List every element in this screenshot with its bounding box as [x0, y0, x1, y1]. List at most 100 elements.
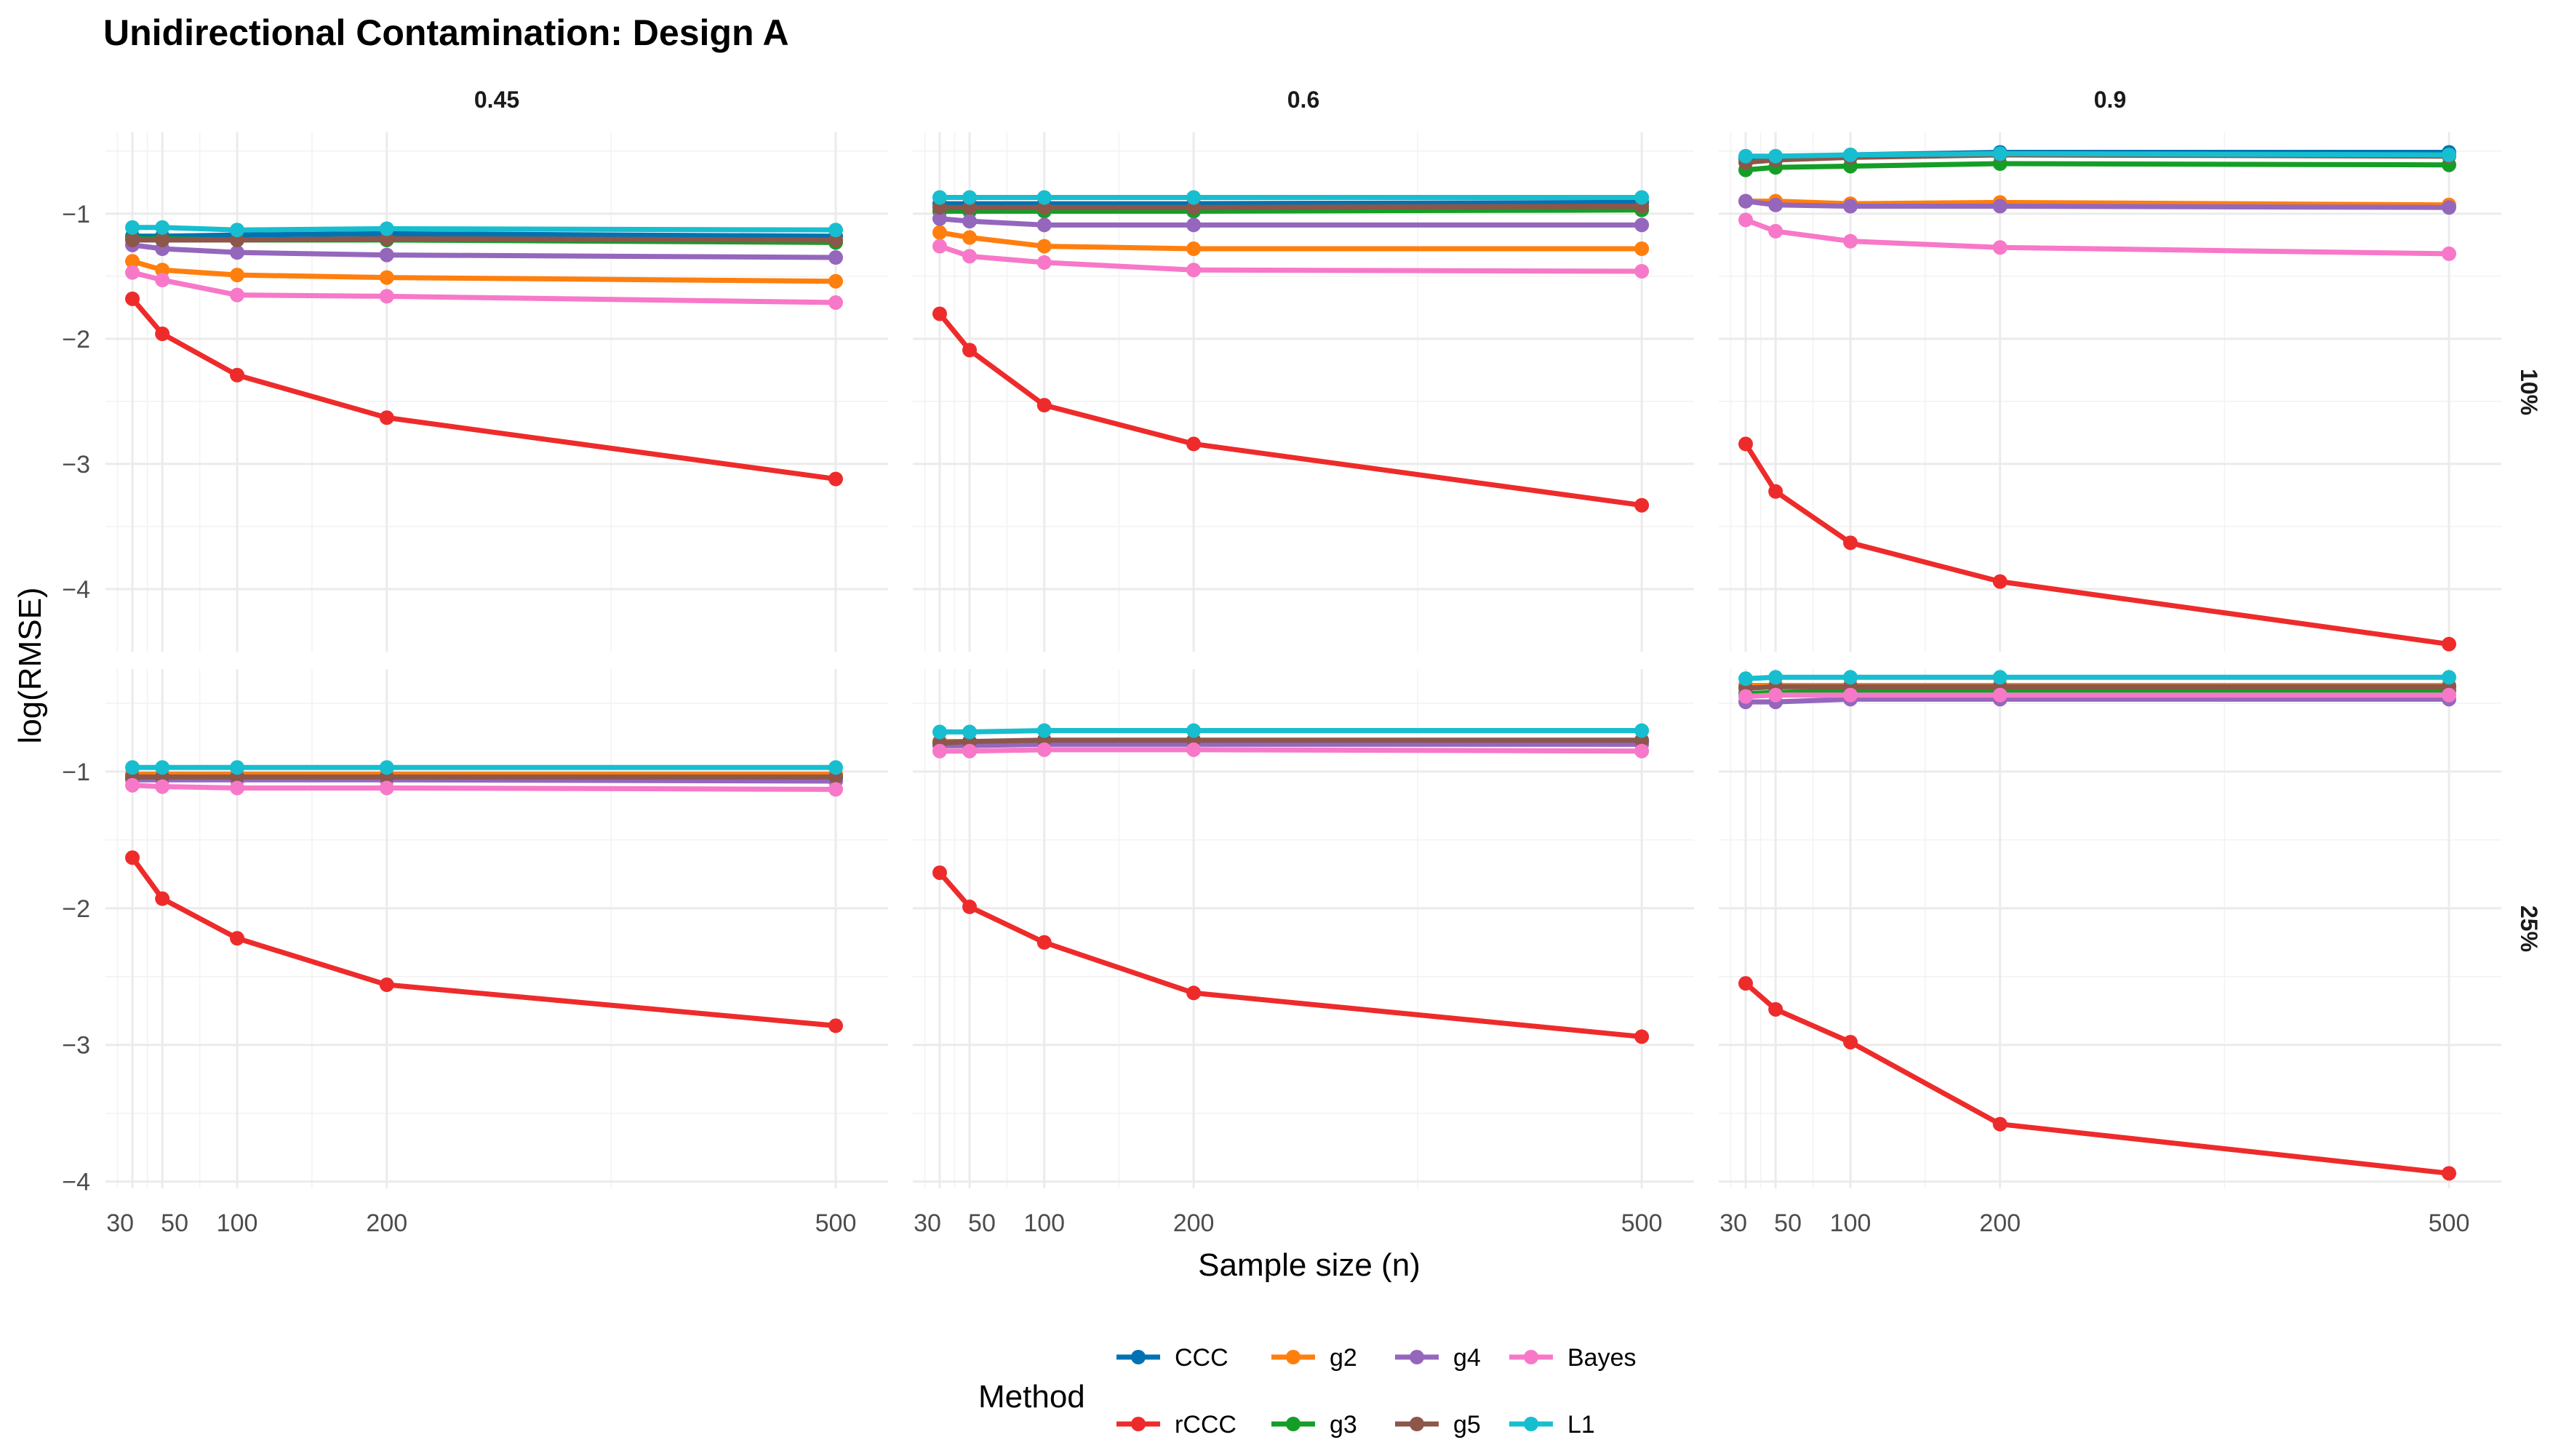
legend-label-bayes: Bayes: [1567, 1344, 1637, 1372]
data-point-g5: [125, 232, 140, 247]
data-point-l1: [155, 220, 170, 235]
data-point-l1: [1036, 723, 1052, 738]
series-group-25pct-0-45: [125, 760, 843, 1033]
data-point-bayes: [1036, 742, 1052, 757]
legend-key-point-g2: [1286, 1350, 1301, 1364]
x-tick-label: 100: [1023, 1209, 1065, 1237]
data-point-bayes: [2441, 687, 2456, 703]
series-group-25pct-0-9: [1738, 670, 2456, 1181]
x-tick-label: 200: [366, 1209, 407, 1237]
x-tick-label: 30: [106, 1209, 134, 1237]
data-point-bayes: [379, 780, 394, 796]
y-tick-label: −1: [62, 759, 90, 786]
legend-label-rccc: rCCC: [1175, 1411, 1236, 1439]
data-point-l1: [125, 220, 140, 235]
data-point-rccc: [2441, 1166, 2456, 1181]
data-point-bayes: [155, 273, 170, 288]
data-point-bayes: [230, 287, 245, 303]
data-point-rccc: [932, 306, 947, 321]
data-point-l1: [230, 223, 245, 238]
data-point-rccc: [962, 899, 978, 914]
data-point-bayes: [230, 780, 245, 796]
data-point-rccc: [828, 471, 843, 487]
data-point-bayes: [1634, 743, 1650, 759]
data-point-l1: [1738, 671, 1754, 687]
panel-25pct-0-6: [913, 669, 1694, 1188]
data-point-bayes: [1992, 240, 2007, 255]
data-point-bayes: [1843, 233, 1858, 249]
data-point-g4: [230, 245, 245, 260]
data-point-bayes: [125, 777, 140, 793]
data-point-l1: [1843, 670, 1858, 685]
data-point-rccc: [1634, 1029, 1650, 1044]
data-point-rccc: [1036, 398, 1052, 413]
x-tick-label: 30: [914, 1209, 941, 1237]
data-point-g5: [932, 200, 947, 215]
data-point-g4: [1186, 217, 1202, 233]
column-strip-label: 0.45: [474, 87, 519, 113]
series-group-10pct-0-45: [125, 220, 843, 487]
data-point-bayes: [379, 289, 394, 304]
row-strip-label: 25%: [2516, 905, 2542, 952]
data-point-g2: [379, 270, 394, 285]
data-point-g5: [962, 200, 978, 215]
data-point-g4: [379, 247, 394, 263]
y-tick-label: −3: [62, 1032, 90, 1060]
panel-10pct-0-9: [1719, 132, 2501, 652]
data-point-g2: [932, 225, 947, 240]
data-point-g2: [1036, 239, 1052, 254]
data-point-rccc: [1992, 1116, 2007, 1132]
data-point-g2: [155, 263, 170, 278]
data-point-bayes: [155, 779, 170, 794]
y-tick-label: −4: [62, 1169, 90, 1196]
y-tick-label: −2: [62, 895, 90, 923]
data-point-l1: [1768, 670, 1783, 685]
legend-label-g2: g2: [1330, 1344, 1357, 1372]
series-group-10pct-0-6: [932, 190, 1650, 513]
data-point-rccc: [1768, 484, 1783, 499]
panel-10pct-0-45: [105, 132, 888, 652]
legend-key-point-bayes: [1524, 1350, 1538, 1364]
data-point-g5: [379, 231, 394, 247]
data-point-g4: [2441, 200, 2456, 215]
data-point-g4: [1036, 217, 1052, 233]
data-point-l1: [125, 760, 140, 775]
x-tick-label: 100: [1830, 1209, 1871, 1237]
x-tick-label: 500: [2429, 1209, 2470, 1237]
data-point-bayes: [828, 782, 843, 797]
x-tick-label: 30: [1719, 1209, 1747, 1237]
data-point-rccc: [2441, 636, 2456, 652]
panel-25pct-0-9: [1719, 669, 2501, 1188]
legend-label-g5: g5: [1453, 1411, 1481, 1439]
column-strip-label: 0.6: [1287, 87, 1319, 113]
x-tick-label: 500: [1621, 1209, 1663, 1237]
data-point-g4: [1843, 199, 1858, 214]
data-point-bayes: [1186, 263, 1202, 278]
data-point-rccc: [230, 367, 245, 383]
x-tick-label: 50: [1774, 1209, 1802, 1237]
legend-label-ccc: CCC: [1175, 1344, 1228, 1372]
x-tick-label: 100: [217, 1209, 258, 1237]
legend-key-point-rccc: [1131, 1417, 1146, 1431]
chart-title: Unidirectional Contamination: Design A: [103, 12, 789, 53]
panel-10pct-0-6: [913, 132, 1694, 652]
data-point-bayes: [962, 249, 978, 264]
data-point-g5: [1036, 200, 1052, 215]
data-point-l1: [962, 724, 978, 740]
data-point-rccc: [1843, 535, 1858, 551]
data-point-rccc: [932, 865, 947, 880]
data-point-g2: [962, 230, 978, 245]
data-point-bayes: [1036, 255, 1052, 270]
data-point-g5: [828, 232, 843, 247]
data-point-bayes: [828, 295, 843, 310]
data-point-g4: [1768, 197, 1783, 212]
data-point-g5: [230, 232, 245, 247]
data-point-rccc: [828, 1018, 843, 1033]
data-point-l1: [1992, 146, 2007, 161]
data-point-rccc: [125, 850, 140, 865]
data-point-rccc: [1036, 935, 1052, 950]
data-point-g4: [1738, 193, 1754, 209]
y-tick-label: −1: [62, 201, 90, 228]
data-point-bayes: [1634, 263, 1650, 279]
data-point-l1: [932, 724, 947, 740]
